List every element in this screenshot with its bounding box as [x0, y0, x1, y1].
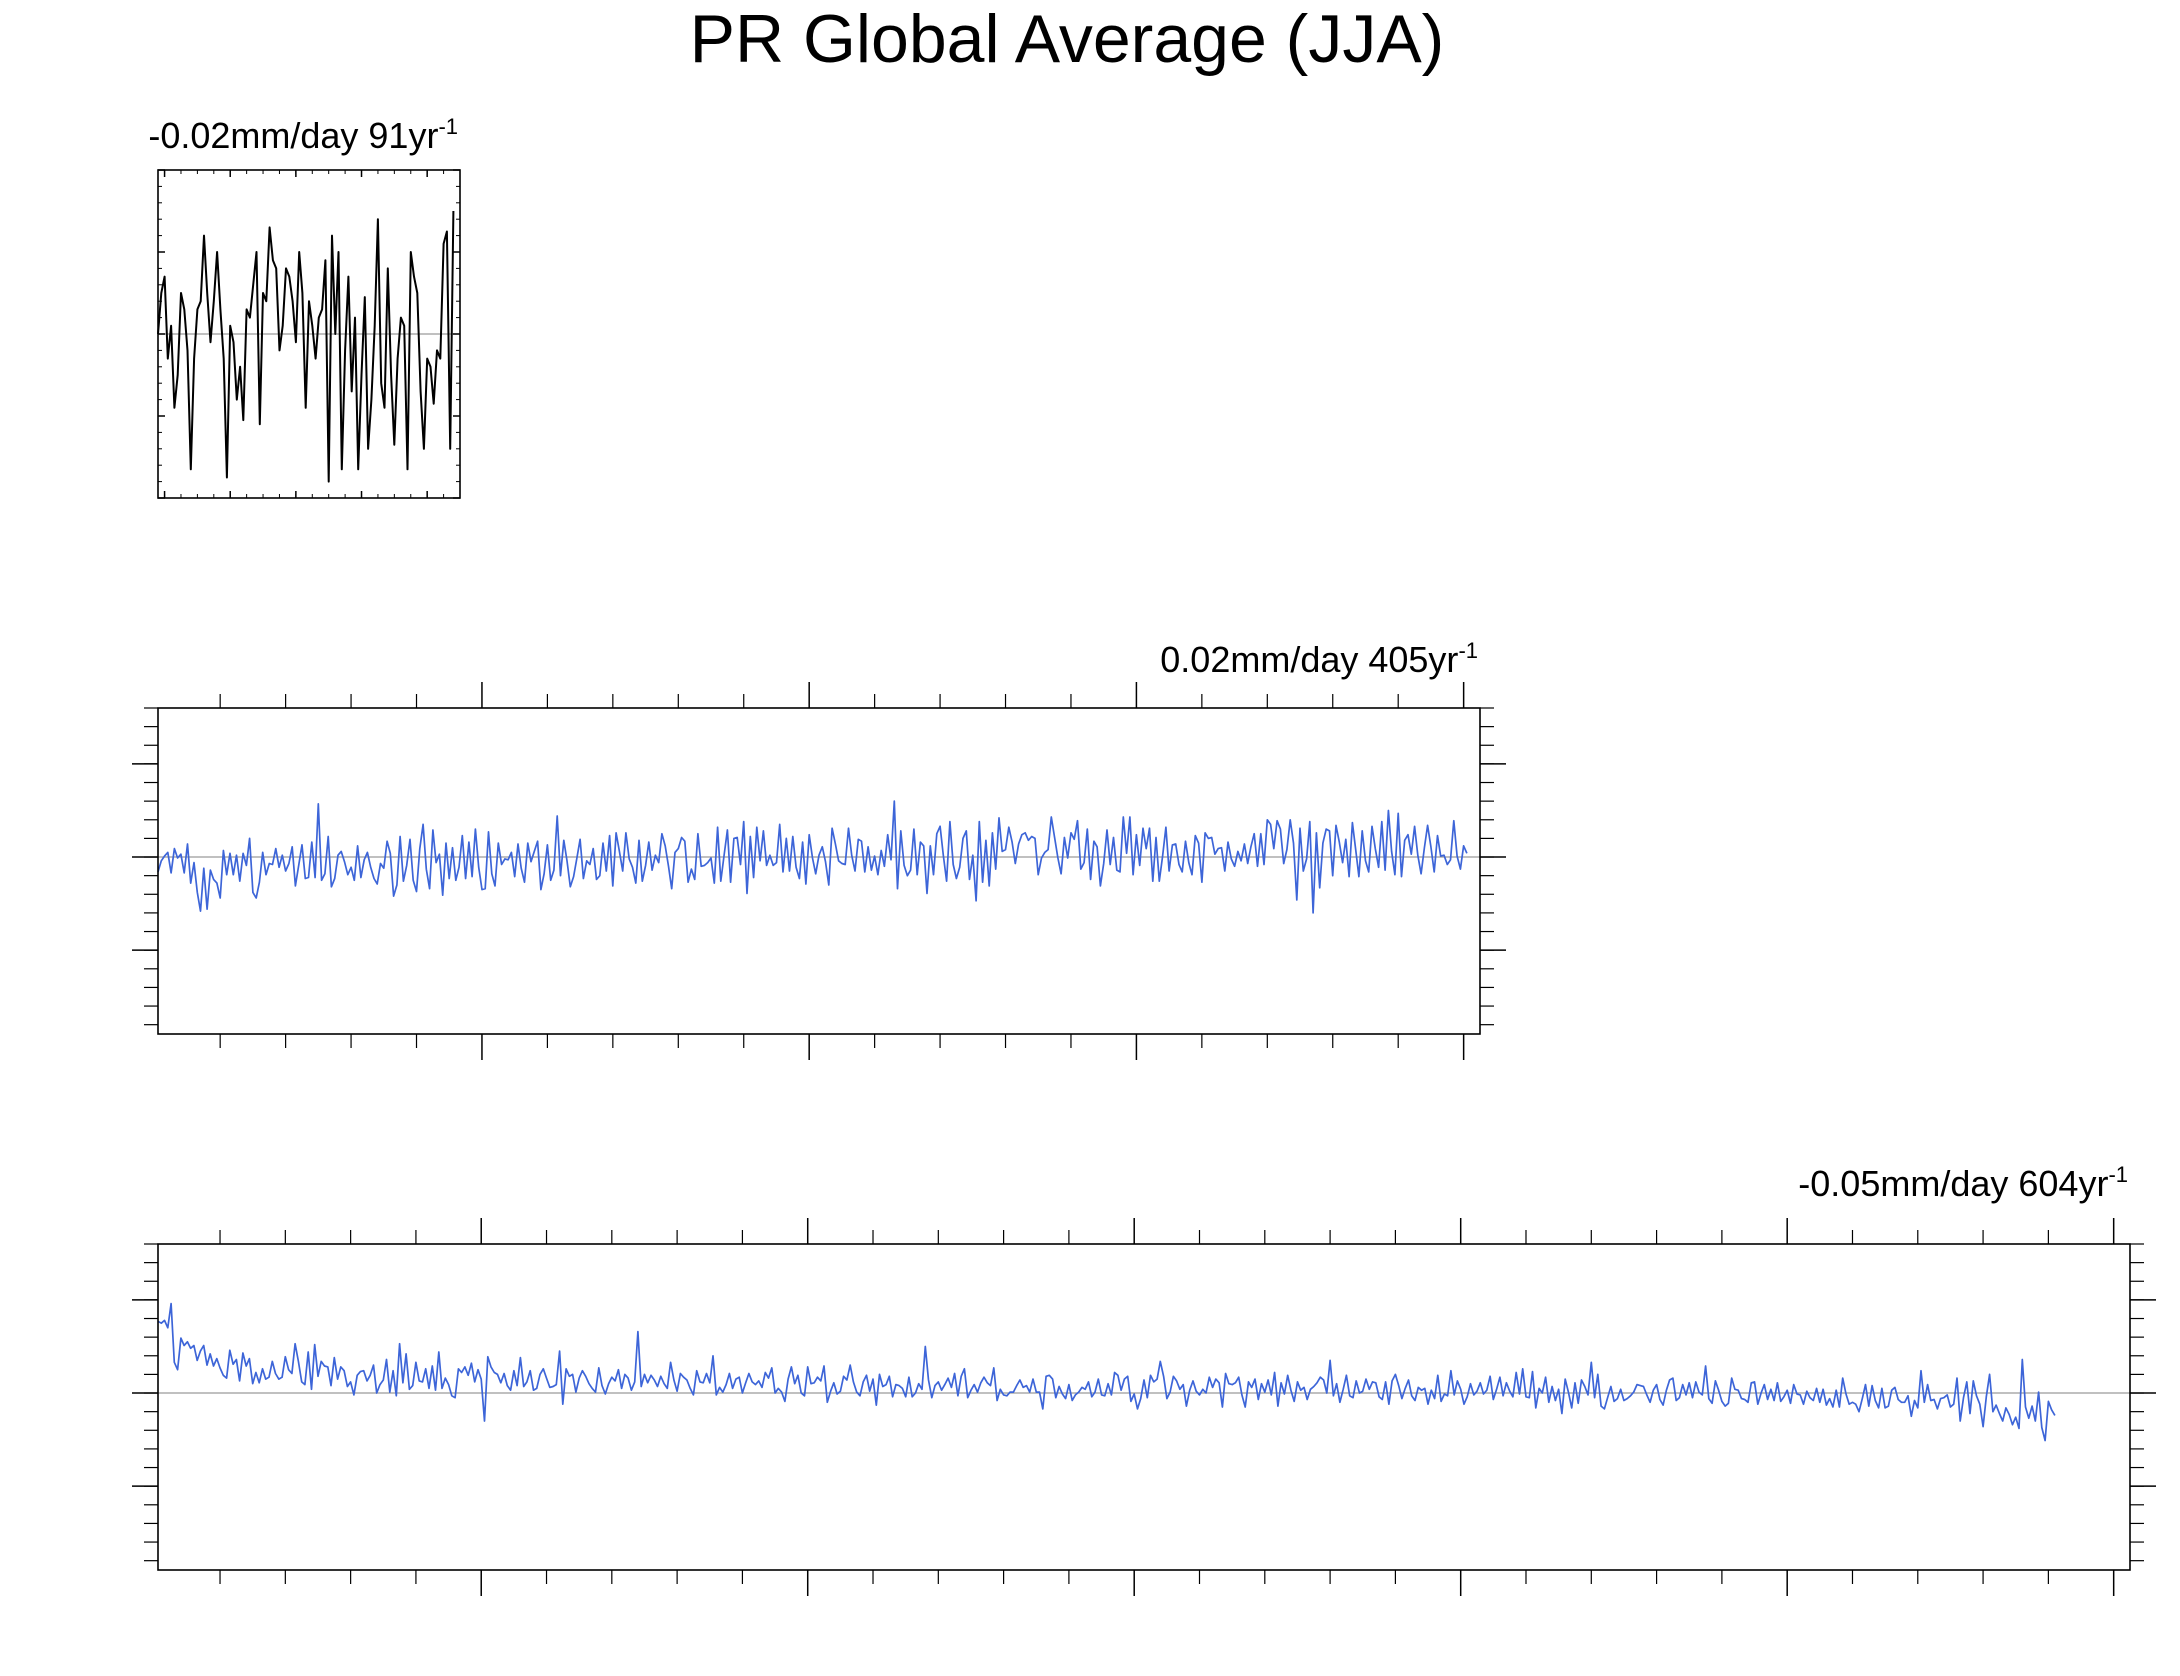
panel-pi-control: 0.02mm/day 405yr-1 [132, 638, 1506, 1060]
trend-value: -0.02mm/day 91yr [148, 115, 438, 156]
plot-frame [157, 707, 1481, 1035]
trend-annotation: -0.05mm/day 604yr-1 [1798, 1162, 2128, 1204]
trend-exponent: -1 [2108, 1162, 2128, 1187]
figure-title: PR Global Average (JJA) [690, 1, 1445, 77]
series-line [157, 210, 455, 483]
plot-frame [157, 169, 461, 499]
trend-value: 0.02mm/day 405yr [1160, 639, 1458, 680]
series-line [157, 1302, 2056, 1442]
panel-gpcc: -0.02mm/day 91yr-1 [148, 114, 461, 499]
plot-frame [157, 1243, 2131, 1571]
series-line [157, 800, 1468, 914]
trend-exponent: -1 [438, 114, 458, 139]
trend-annotation: -0.02mm/day 91yr-1 [148, 114, 458, 156]
trend-exponent: -1 [1458, 638, 1478, 663]
trend-value: -0.05mm/day 604yr [1798, 1163, 2108, 1204]
trend-annotation: 0.02mm/day 405yr-1 [1160, 638, 1478, 680]
panel-pi-lgm: -0.05mm/day 604yr-1 [132, 1162, 2156, 1596]
